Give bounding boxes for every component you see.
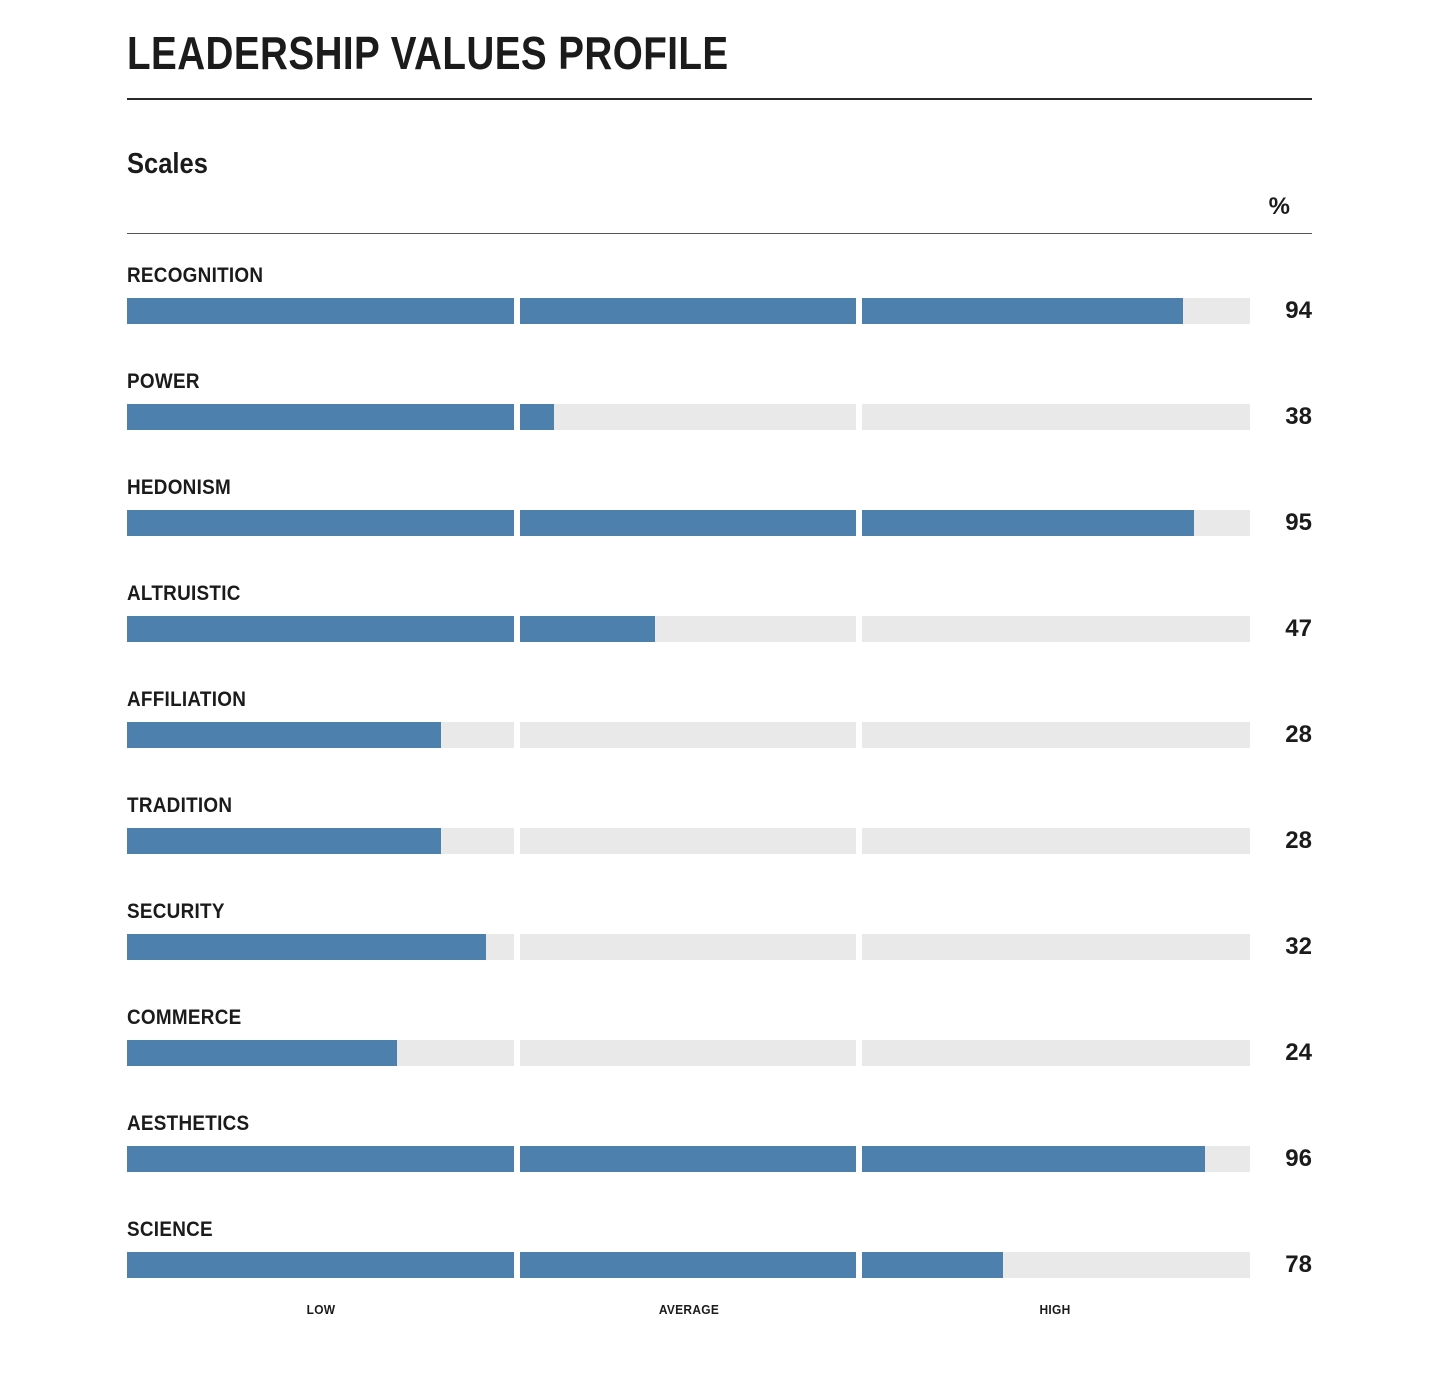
scale-value: 38 bbox=[1285, 403, 1312, 430]
scale-value: 94 bbox=[1285, 297, 1312, 324]
bar-fill bbox=[127, 722, 442, 748]
segment-gap bbox=[513, 1146, 520, 1172]
scale-row: HEDONISM 95 bbox=[127, 476, 1312, 537]
scale-value: 96 bbox=[1285, 1145, 1312, 1172]
bar-fill bbox=[127, 298, 1183, 324]
title-divider bbox=[127, 98, 1312, 100]
segment-gap bbox=[513, 298, 520, 324]
scales-list: RECOGNITION 94 POWER 38 HEDONISM bbox=[127, 264, 1312, 1279]
bar-track bbox=[127, 1146, 1250, 1172]
segment-gap bbox=[856, 1040, 863, 1066]
scale-bar-line: 96 bbox=[127, 1145, 1312, 1173]
axis-label-high: HIGH bbox=[1039, 1302, 1071, 1317]
scale-row: AFFILIATION 28 bbox=[127, 688, 1312, 749]
bar-track bbox=[127, 722, 1250, 748]
section-divider bbox=[127, 233, 1312, 234]
scale-value: 78 bbox=[1285, 1251, 1312, 1278]
scale-bar-line: 38 bbox=[127, 403, 1312, 431]
segment-gap bbox=[513, 722, 520, 748]
bar-track bbox=[127, 298, 1250, 324]
bar-fill bbox=[127, 1252, 1003, 1278]
segment-gap bbox=[856, 404, 863, 430]
section-header: Scales % bbox=[127, 148, 1312, 220]
scale-label: HEDONISM bbox=[127, 476, 232, 499]
scale-row: ALTRUISTIC 47 bbox=[127, 582, 1312, 643]
segment-gap bbox=[856, 510, 863, 536]
scale-row: COMMERCE 24 bbox=[127, 1006, 1312, 1067]
scale-row: AESTHETICS 96 bbox=[127, 1112, 1312, 1173]
bar-track bbox=[127, 616, 1250, 642]
scale-bar-line: 24 bbox=[127, 1039, 1312, 1067]
scale-row: SCIENCE 78 bbox=[127, 1218, 1312, 1279]
segment-gap bbox=[856, 828, 863, 854]
axis-zone-labels: LOW AVERAGE HIGH bbox=[127, 1302, 1250, 1322]
segment-gap bbox=[513, 828, 520, 854]
scale-value: 24 bbox=[1285, 1039, 1312, 1066]
bar-fill bbox=[127, 404, 554, 430]
bar-fill bbox=[127, 616, 655, 642]
segment-gap bbox=[856, 616, 863, 642]
scale-value: 28 bbox=[1285, 721, 1312, 748]
scale-bar-line: 95 bbox=[127, 509, 1312, 537]
segment-gap bbox=[856, 934, 863, 960]
scale-bar-line: 94 bbox=[127, 297, 1312, 325]
scale-bar-line: 47 bbox=[127, 615, 1312, 643]
bar-track bbox=[127, 828, 1250, 854]
scale-row: RECOGNITION 94 bbox=[127, 264, 1312, 325]
scale-row: POWER 38 bbox=[127, 370, 1312, 431]
section-title: Scales bbox=[127, 148, 208, 180]
segment-gap bbox=[513, 1252, 520, 1278]
scale-label: SCIENCE bbox=[127, 1218, 213, 1241]
report-content: LEADERSHIP VALUES PROFILE Scales % RECOG… bbox=[127, 0, 1312, 1322]
bar-track bbox=[127, 1252, 1250, 1278]
bar-fill bbox=[127, 510, 1194, 536]
bar-track bbox=[127, 404, 1250, 430]
segment-gap bbox=[856, 1146, 863, 1172]
scale-label: TRADITION bbox=[127, 794, 233, 817]
page-title: LEADERSHIP VALUES PROFILE bbox=[127, 27, 729, 79]
bar-track bbox=[127, 510, 1250, 536]
scale-bar-line: 32 bbox=[127, 933, 1312, 961]
scale-value: 47 bbox=[1285, 615, 1312, 642]
scale-label: RECOGNITION bbox=[127, 264, 264, 287]
segment-gap bbox=[513, 1040, 520, 1066]
scale-value: 95 bbox=[1285, 509, 1312, 536]
segment-gap bbox=[856, 1252, 863, 1278]
segment-gap bbox=[856, 722, 863, 748]
bar-fill bbox=[127, 934, 487, 960]
segment-gap bbox=[513, 510, 520, 536]
scale-value: 32 bbox=[1285, 933, 1312, 960]
bar-fill bbox=[127, 1146, 1206, 1172]
scale-bar-line: 78 bbox=[127, 1251, 1312, 1279]
scale-bar-line: 28 bbox=[127, 721, 1312, 749]
scale-row: SECURITY 32 bbox=[127, 900, 1312, 961]
percent-column-header: % bbox=[1268, 193, 1290, 220]
scale-label: AFFILIATION bbox=[127, 688, 247, 711]
bar-track bbox=[127, 934, 1250, 960]
scale-label: ALTRUISTIC bbox=[127, 582, 241, 605]
scale-bar-line: 28 bbox=[127, 827, 1312, 855]
axis-label-average: AVERAGE bbox=[658, 1302, 719, 1317]
scale-value: 28 bbox=[1285, 827, 1312, 854]
bar-track bbox=[127, 1040, 1250, 1066]
bar-fill bbox=[127, 828, 442, 854]
scale-label: SECURITY bbox=[127, 900, 225, 923]
axis-label-low: LOW bbox=[306, 1302, 336, 1317]
segment-gap bbox=[513, 934, 520, 960]
bar-fill bbox=[127, 1040, 397, 1066]
scale-label: AESTHETICS bbox=[127, 1112, 250, 1135]
segment-gap bbox=[856, 298, 863, 324]
scale-label: COMMERCE bbox=[127, 1006, 242, 1029]
segment-gap bbox=[513, 404, 520, 430]
segment-gap bbox=[513, 616, 520, 642]
scale-row: TRADITION 28 bbox=[127, 794, 1312, 855]
scale-label: POWER bbox=[127, 370, 200, 393]
